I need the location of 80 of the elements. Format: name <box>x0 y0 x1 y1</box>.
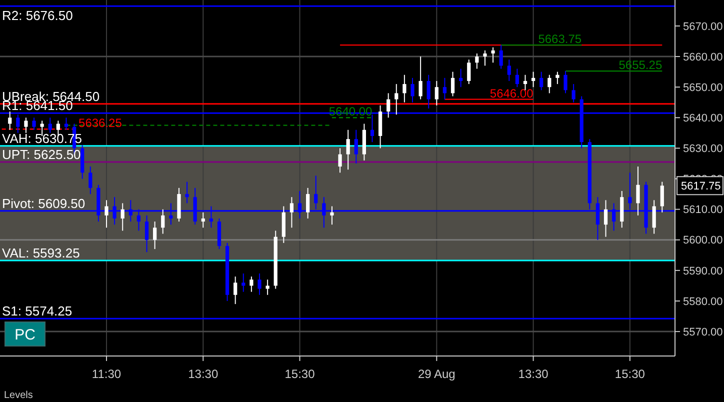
x-tick-label: 15:30 <box>284 367 316 381</box>
candlestick <box>104 200 108 228</box>
candlestick <box>604 200 608 238</box>
candlestick <box>515 68 519 88</box>
candlestick <box>564 70 568 94</box>
x-tick-label: 13:30 <box>518 367 549 381</box>
candlestick <box>266 279 270 296</box>
candlestick <box>242 272 246 292</box>
candlestick <box>410 77 414 103</box>
candlestick <box>467 59 471 85</box>
y-tick-label: 5660.00 <box>683 51 723 64</box>
y-tick-label: 5640.00 <box>683 112 723 124</box>
text: 5617.75 <box>681 180 721 192</box>
candlestick <box>418 56 422 100</box>
candlestick <box>475 52 479 70</box>
y-tick-label: 5570.00 <box>683 326 723 338</box>
candlestick <box>290 196 294 228</box>
ref-line-label: VAL: 5593.25 <box>2 246 80 261</box>
candlestick <box>636 166 640 216</box>
candlestick <box>161 208 165 234</box>
candlestick <box>450 71 455 97</box>
candlestick <box>330 206 334 226</box>
y-tick-label: 5610.00 <box>683 204 723 216</box>
text: Levels <box>4 390 33 401</box>
candlestick <box>120 202 124 232</box>
y-tick-label: 5630.00 <box>683 143 723 156</box>
candlestick <box>491 46 495 64</box>
candlestick <box>64 117 68 130</box>
candlestick <box>459 68 463 88</box>
candlestick <box>660 181 664 213</box>
candlestick <box>507 59 511 82</box>
candlestick <box>548 74 552 94</box>
y-tick-label: 5590.00 <box>683 265 723 278</box>
series-label: 5646.00 <box>490 86 534 100</box>
y-tick-label: 5580.00 <box>683 296 723 308</box>
ref-line-label: S1: 5574.25 <box>2 304 72 319</box>
candlestick <box>442 77 447 100</box>
candlestick <box>48 117 52 134</box>
candlestick <box>306 187 310 219</box>
candlestick <box>540 71 544 91</box>
y-tick-label: 5670.00 <box>683 20 723 33</box>
x-tick-label: 15:30 <box>614 367 646 381</box>
candlestick <box>338 148 342 174</box>
candlestick <box>523 74 528 91</box>
candlestick <box>258 272 262 296</box>
candlestick <box>499 44 503 70</box>
candlestick <box>426 74 430 109</box>
y-tick-label: 5650.00 <box>683 82 723 94</box>
candlestick <box>402 74 406 103</box>
candlestick <box>8 111 12 130</box>
candlestick <box>394 84 398 116</box>
candlestick <box>346 129 350 170</box>
series-label: 5636.25 <box>78 116 122 130</box>
candlestick <box>144 214 149 253</box>
candlestick <box>250 276 254 292</box>
x-tick-label: 29 Aug <box>418 367 456 381</box>
series-label: 5663.75 <box>538 32 582 46</box>
ref-line-label: R2: 5676.50 <box>2 8 73 24</box>
annotation: PC <box>14 326 36 344</box>
candlestick <box>32 117 36 130</box>
candlestick <box>531 71 536 88</box>
candlestick <box>88 166 92 195</box>
y-tick-label: 5600.00 <box>683 234 723 247</box>
candlestick <box>234 276 238 305</box>
candlestick <box>556 71 560 85</box>
candlestick <box>201 212 205 228</box>
ref-line-label: UPT: 5625.50 <box>2 146 81 162</box>
candlestick <box>572 84 576 103</box>
candlestick <box>483 50 487 66</box>
candlestick <box>354 129 358 164</box>
candlestick <box>185 181 189 204</box>
candlestick <box>652 200 656 234</box>
candlestick <box>153 221 157 250</box>
candlestick <box>24 117 28 134</box>
candlestick <box>434 80 438 106</box>
x-tick-label: 11:30 <box>92 367 122 381</box>
candlestick <box>386 92 390 118</box>
series-label: 5655.25 <box>618 58 662 72</box>
x-tick-label: 13:30 <box>188 367 218 381</box>
ref-line-label: Pivot: 5609.50 <box>2 196 86 211</box>
